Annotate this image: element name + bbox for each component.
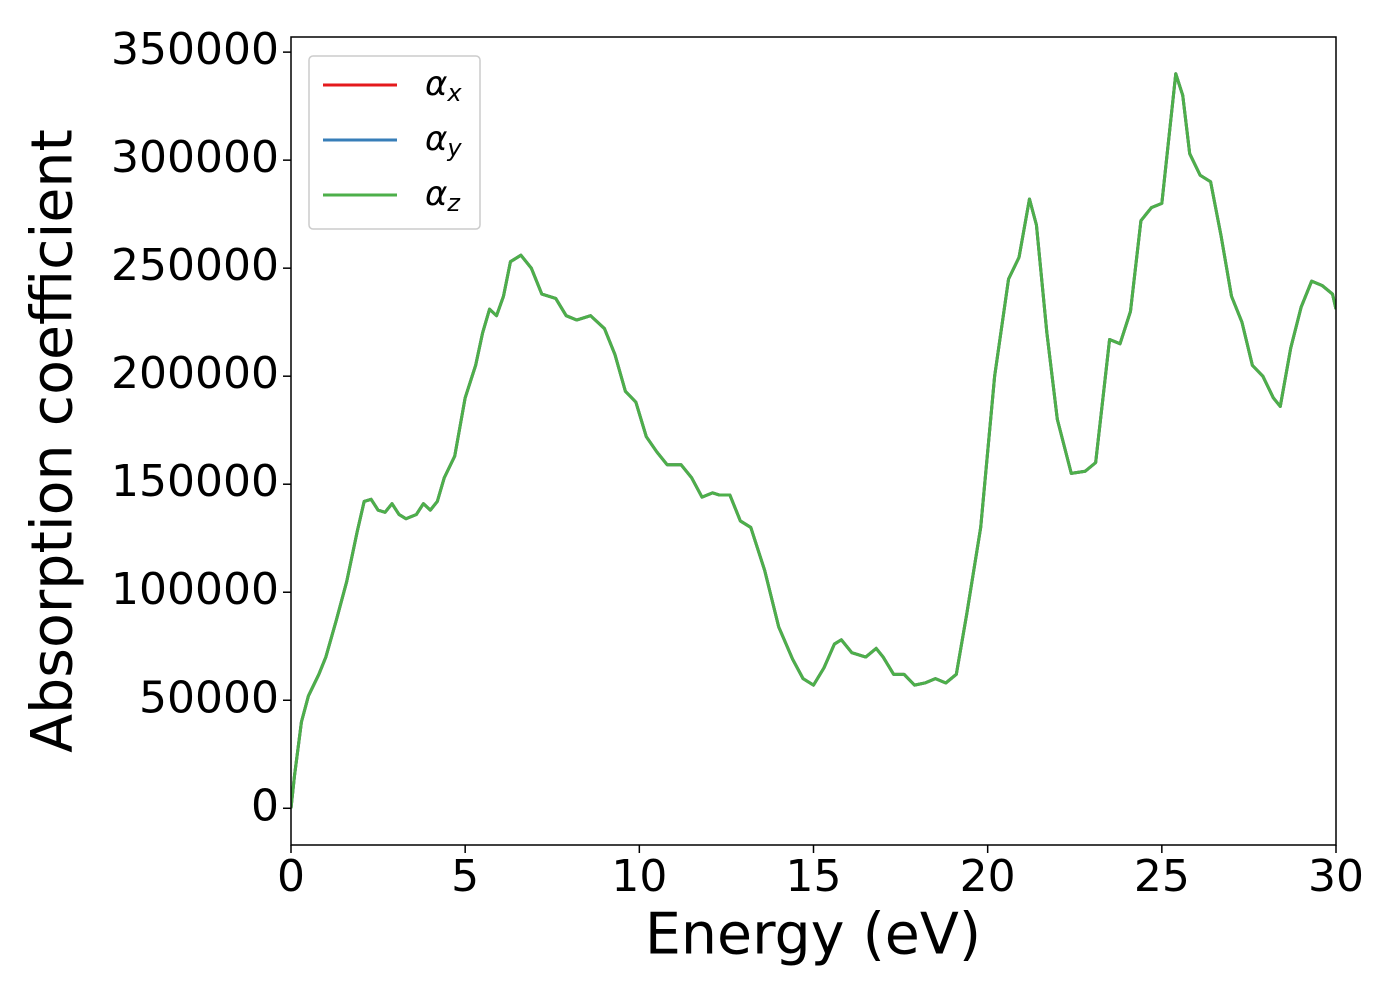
legend-label: αy [425,119,462,163]
x-tick-label: 10 [611,851,667,902]
legend-label: αx [425,64,462,108]
x-tick-label: 20 [960,851,1016,902]
y-axis-label: Absorption coefficient [20,129,86,753]
x-tick-label: 15 [786,851,842,902]
y-tick-label: 250000 [111,240,279,291]
x-tick-label: 5 [451,851,479,902]
legend: αx αy αz [308,55,481,230]
legend-label: αz [425,174,461,218]
x-tick-label: 30 [1308,851,1364,902]
data-line [291,72,1336,809]
y-tick-label: 200000 [111,348,279,399]
legend-box [308,55,481,230]
y-tick-label: 300000 [111,132,279,183]
plot-frame [290,36,1337,846]
x-axis-label: Energy (eV) [645,902,981,968]
y-tick-label: 150000 [111,456,279,507]
x-tick-label: 25 [1134,851,1190,902]
y-tick-label: 350000 [111,24,279,75]
y-tick-label: 50000 [139,672,279,723]
y-tick-label: 100000 [111,564,279,615]
y-tick-label: 0 [251,780,279,831]
x-tick-label: 0 [277,851,305,902]
